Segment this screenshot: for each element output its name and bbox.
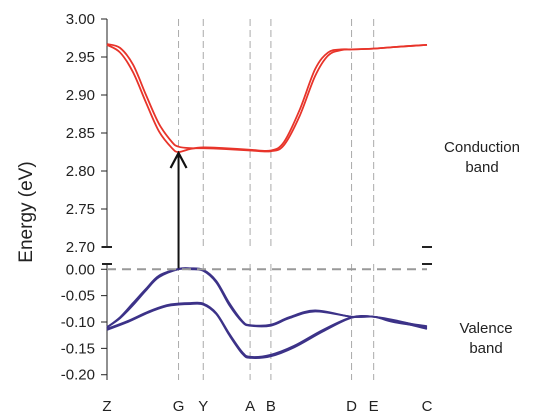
kpoint-label: A bbox=[245, 398, 255, 413]
y-tick-label-lower: -0.20 bbox=[61, 367, 95, 384]
annotations bbox=[107, 150, 427, 271]
high-symmetry-guides bbox=[178, 19, 375, 380]
kpoint-label: E bbox=[369, 398, 379, 413]
valence-side-label-line2: band bbox=[469, 340, 502, 357]
y-tick-label-upper: 2.75 bbox=[66, 201, 95, 218]
y-axis-title: Energy (eV) bbox=[16, 161, 37, 262]
y-axis bbox=[101, 18, 432, 380]
kpoint-label: G bbox=[173, 398, 185, 413]
kpoint-label: D bbox=[346, 398, 357, 413]
kpoint-label: Y bbox=[198, 398, 208, 413]
kpoint-label: C bbox=[422, 398, 433, 413]
conduction-side-label-line1: Conduction bbox=[444, 139, 520, 156]
y-tick-label-lower: -0.10 bbox=[61, 314, 95, 331]
y-tick-label-upper: 2.70 bbox=[66, 239, 95, 256]
chart-labels: Energy (eV) Conduction band Valence band… bbox=[16, 11, 520, 413]
conduction-band-lines bbox=[106, 43, 428, 153]
valence-band-line bbox=[106, 301, 428, 358]
y-tick-label-upper: 3.00 bbox=[66, 11, 95, 28]
y-tick-label-lower: -0.05 bbox=[61, 288, 95, 305]
conduction-side-label-line2: band bbox=[465, 159, 498, 176]
kpoint-label: B bbox=[266, 398, 276, 413]
y-tick-label-upper: 2.80 bbox=[66, 163, 95, 180]
y-tick-label-lower: 0.00 bbox=[66, 261, 95, 278]
valence-side-label-line1: Valence bbox=[459, 320, 512, 337]
kpoint-label: Z bbox=[102, 398, 111, 413]
conduction-band-line bbox=[106, 43, 428, 153]
y-tick-label-lower: -0.15 bbox=[61, 340, 95, 357]
band-gap-arrow-head bbox=[169, 150, 188, 169]
valence-band-lines bbox=[106, 267, 428, 359]
y-tick-label-upper: 2.85 bbox=[66, 125, 95, 142]
y-tick-label-upper: 2.90 bbox=[66, 87, 95, 104]
y-tick-label-upper: 2.95 bbox=[66, 49, 95, 66]
conduction-band-line bbox=[106, 43, 428, 153]
valence-band-line bbox=[106, 302, 428, 359]
